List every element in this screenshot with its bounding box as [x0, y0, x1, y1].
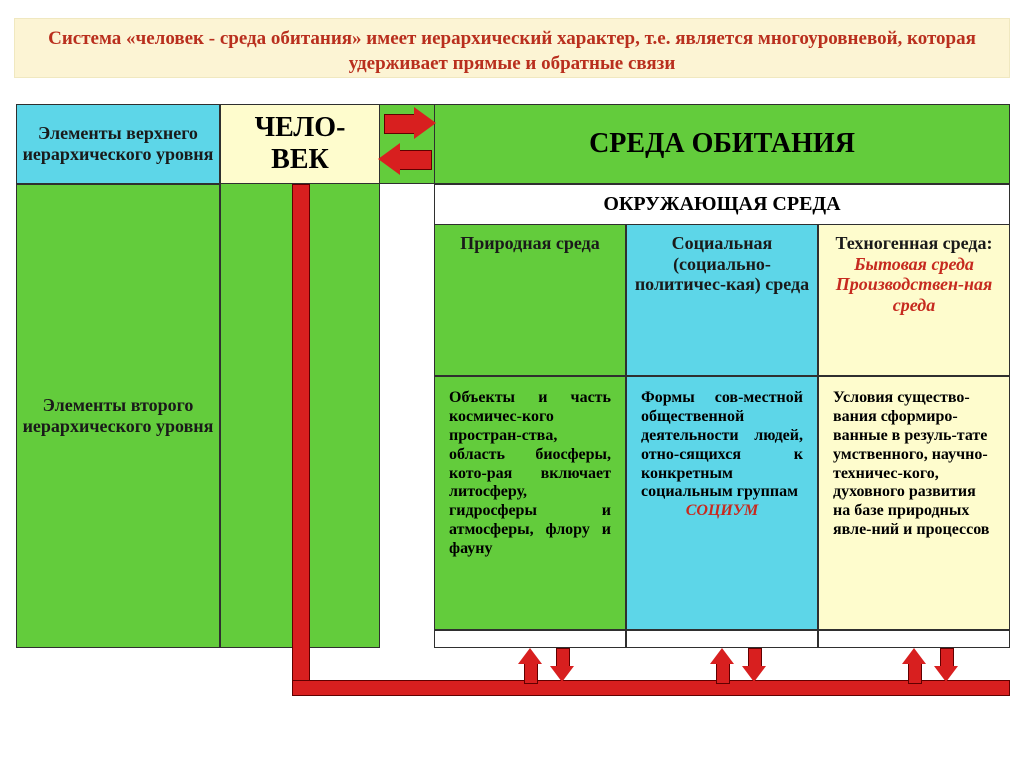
up-shaft-2 [716, 662, 730, 684]
top-arrow-left-head [378, 143, 400, 175]
human-cell: ЧЕЛО- ВЕК [220, 104, 380, 184]
strip-1 [434, 630, 626, 648]
down-head-3 [934, 666, 958, 682]
col-desc-natural: Объекты и часть космичес-кого простран-с… [434, 376, 626, 630]
habitat-cell: СРЕДА ОБИТАНИЯ [434, 104, 1010, 184]
up-shaft-1 [524, 662, 538, 684]
slide-title: Система «человек - среда обитания» имеет… [14, 18, 1010, 78]
second-left-label: Элементы второго иерархического уровня [16, 184, 220, 648]
top-arrow-right-shaft [384, 114, 418, 134]
slide: Система «человек - среда обитания» имеет… [0, 0, 1024, 768]
up-head-2 [710, 648, 734, 664]
bottom-horizontal-bar [292, 680, 1010, 696]
up-head-3 [902, 648, 926, 664]
vertical-connector [292, 184, 310, 696]
col-desc-techno: Условия существо-вания сформиро-ванные в… [818, 376, 1010, 630]
up-head-1 [518, 648, 542, 664]
down-head-2 [742, 666, 766, 682]
strip-3 [818, 630, 1010, 648]
up-shaft-3 [908, 662, 922, 684]
col-head-techno: Техногенная среда:Бытовая среда Производ… [818, 224, 1010, 376]
col-head-social: Социальная (социально-политичес-кая) сре… [626, 224, 818, 376]
col-head-natural: Природная среда [434, 224, 626, 376]
top-left-label: Элементы верхнего иерархического уровня [16, 104, 220, 184]
top-arrow-left-shaft [398, 150, 432, 170]
down-head-1 [550, 666, 574, 682]
col-desc-social: Формы сов-местной общественной деятельно… [626, 376, 818, 630]
env-header: ОКРУЖАЮЩАЯ СРЕДА [434, 184, 1010, 224]
top-arrow-right-head [414, 107, 436, 139]
strip-2 [626, 630, 818, 648]
